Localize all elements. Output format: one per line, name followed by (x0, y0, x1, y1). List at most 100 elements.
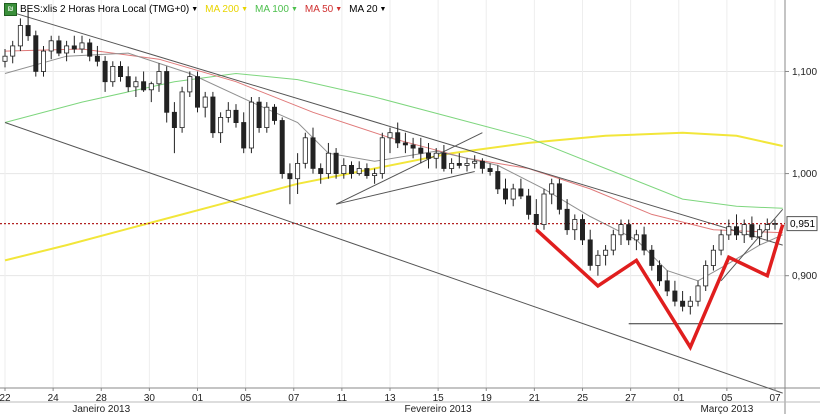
candle-body (556, 183, 562, 210)
candle-body (749, 224, 755, 238)
candle-body (218, 117, 224, 134)
x-tick-label: 01 (673, 393, 685, 404)
candle-body (110, 66, 116, 83)
candle-body (79, 42, 85, 50)
candle-body (225, 109, 231, 118)
candle-body (364, 168, 370, 176)
ma200-legend[interactable]: MA 200 ▼ (205, 3, 249, 15)
candle-body (71, 45, 77, 50)
candle-body (710, 249, 716, 266)
candle-body (395, 132, 401, 144)
dropdown-caret-icon[interactable]: ▼ (290, 5, 298, 13)
candle-body (133, 81, 139, 88)
x-tick-label: 07 (769, 393, 781, 404)
candle-body (210, 96, 216, 134)
candle-body (25, 25, 31, 37)
candle-body (64, 45, 70, 54)
candle-body (418, 147, 424, 154)
candle-body (687, 300, 693, 307)
x-tick-label: 01 (192, 393, 204, 404)
dropdown-caret-icon[interactable]: ▼ (379, 5, 387, 13)
candle-body (256, 101, 262, 128)
candle-body (348, 164, 354, 174)
triangle-line (335, 132, 483, 205)
symbol-logo-icon: ₪ (4, 2, 17, 16)
candle-body (695, 285, 701, 302)
candle-body (325, 152, 331, 174)
candle-body (718, 234, 724, 251)
candle-body (526, 195, 532, 215)
candle-body (241, 122, 247, 149)
right-trend-line (720, 208, 784, 282)
candle-body (633, 234, 639, 241)
candle-body (87, 42, 93, 57)
x-axis-ticks: 22 24 28 30 01 05 07 11 13 15 19 21 25 27 01 05 07 (0, 388, 781, 404)
candle-body (156, 71, 162, 85)
candle-body (94, 55, 100, 62)
month-labels: Janeiro 2013 Fevereiro 2013 Março 2013 (72, 404, 753, 414)
candle-body (164, 71, 170, 113)
x-tick-label: 30 (144, 393, 156, 404)
candle-body (479, 160, 485, 169)
candle-body (318, 168, 324, 174)
candle-body (664, 280, 670, 292)
candle-body (17, 25, 23, 47)
candle-body (102, 60, 108, 83)
candle-body (626, 224, 632, 241)
candle-body (187, 76, 193, 93)
candle-body (441, 152, 447, 169)
candle-body (372, 173, 378, 177)
y-tick-label: 1,000 (792, 169, 817, 180)
candle-body (456, 162, 462, 166)
candle-body (141, 81, 147, 91)
candle-body (587, 239, 593, 266)
candle-body (125, 76, 131, 88)
triangle-line (335, 171, 475, 205)
x-tick-label: 25 (577, 393, 589, 404)
x-tick-label: 05 (240, 393, 252, 404)
candle-body (657, 265, 663, 282)
candle-body (518, 188, 524, 197)
x-tick-label: 22 (0, 393, 11, 404)
candle-body (302, 137, 308, 164)
y-tick-label: 1,100 (792, 67, 817, 78)
chart-legend: ₪ BES:xlis 2 Horas Hora Local (TMG+0) ▼ M… (4, 2, 393, 16)
x-tick-label: 24 (48, 393, 60, 404)
candle-body (603, 249, 609, 256)
candle-body (33, 35, 39, 72)
candle-body (433, 152, 439, 159)
dropdown-caret-icon[interactable]: ▼ (241, 5, 249, 13)
ma20-line (4, 52, 783, 282)
candle-body (757, 229, 763, 238)
candle-body (464, 162, 470, 166)
candle-body (641, 234, 647, 251)
candle-body (264, 106, 270, 128)
candle-body (502, 188, 508, 200)
candle-body (148, 83, 154, 91)
candle-body (333, 152, 339, 174)
last-price-box (786, 216, 818, 232)
dropdown-caret-icon[interactable]: ▼ (191, 5, 199, 13)
candle-body (541, 193, 547, 226)
candle-body (680, 300, 686, 307)
candle-body (179, 91, 185, 129)
candle-body (310, 137, 316, 169)
dropdown-caret-icon[interactable]: ▼ (335, 5, 343, 13)
candle-body (402, 142, 408, 146)
candle-body (233, 109, 239, 124)
ma20-legend[interactable]: MA 20 ▼ (349, 3, 387, 15)
candle-body (764, 224, 770, 231)
ma50-legend[interactable]: MA 50 ▼ (304, 3, 343, 15)
symbol-label[interactable]: BES:xlis 2 Horas Hora Local (TMG+0) ▼ (20, 3, 199, 15)
candle-body (410, 144, 416, 149)
x-tick-label: 05 (721, 393, 733, 404)
candle-body (379, 137, 385, 174)
pattern-line (535, 224, 785, 351)
ma100-legend[interactable]: MA 100 ▼ (255, 3, 298, 15)
candle-body (610, 234, 616, 251)
x-tick-label: 27 (625, 393, 637, 404)
x-tick-label: 21 (529, 393, 541, 404)
candle-body (533, 213, 539, 225)
candle-body (449, 162, 455, 169)
